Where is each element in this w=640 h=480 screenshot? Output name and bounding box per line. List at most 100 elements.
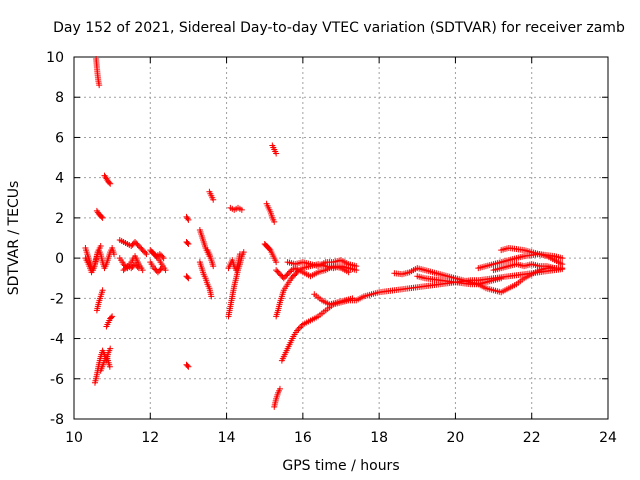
data-point [274,268,281,275]
data-point [238,206,245,213]
x-tick-labels: 10 12 14 16 18 20 22 24 [65,430,617,446]
data-point [282,273,289,280]
data-point [99,214,106,221]
x-tick-label: 20 [447,430,465,446]
data-point [139,267,146,274]
data-point [134,241,141,248]
x-tick-label: 14 [218,430,236,446]
grid [74,57,608,419]
data-point [138,245,145,252]
y-tick-label: 6 [55,130,64,146]
data-point [551,265,558,272]
data-point [210,196,217,203]
data-point [143,251,150,258]
data-point [240,249,247,256]
data-point [289,273,296,280]
data-point [345,269,352,276]
data-point [185,363,192,370]
y-tick-label: -6 [50,372,64,388]
data-point [185,216,192,223]
data-point [151,265,158,272]
data-point [292,271,299,278]
data-point [98,213,105,220]
data-points [82,56,566,410]
x-tick-label: 16 [294,430,312,446]
data-point [132,261,139,268]
data-point [107,345,114,352]
data-point [111,251,118,258]
data-point [184,215,191,222]
data-point [137,244,144,251]
data-point [99,287,106,294]
data-point [559,261,566,268]
data-point [128,243,135,250]
data-point [120,267,127,274]
y-tick-label: -2 [50,291,64,307]
data-point [135,243,142,250]
data-point [290,272,297,279]
y-tick-label: -8 [50,412,64,428]
y-axis-label: SDTVAR / TECUs [6,181,22,296]
data-point [139,247,146,254]
data-point [498,275,505,282]
data-point [236,251,243,258]
data-point [296,324,303,331]
data-point [106,363,113,370]
data-point [276,271,283,278]
data-point [149,249,156,256]
chart-title: Day 152 of 2021, Sidereal Day-to-day VTE… [53,20,625,36]
data-point [96,82,103,89]
data-point [159,253,166,260]
data-point [133,240,140,247]
plot-border [73,56,609,420]
x-tick-label: 10 [65,430,83,446]
data-point [273,259,280,266]
data-point [559,255,566,262]
x-tick-label: 12 [141,430,159,446]
data-point [293,269,300,276]
data-point [162,267,169,274]
data-point [184,362,191,369]
data-point [210,263,217,270]
data-point [287,268,294,275]
data-point [140,248,147,255]
x-axis-label: GPS time / hours [282,458,399,474]
data-point [109,313,116,320]
data-point [156,251,163,258]
data-point [129,241,136,248]
data-point [107,180,114,187]
data-point [283,272,290,279]
data-point [271,218,278,225]
y-tick-labels: -8 -6 -4 -2 0 2 4 6 8 10 [46,50,64,428]
data-point [121,265,128,272]
y-tick-label: 8 [55,90,64,106]
data-point [288,275,295,282]
data-point [154,269,161,276]
data-point [208,293,215,300]
data-point [129,263,136,270]
data-point [150,250,157,257]
data-point [132,239,139,246]
data-point [158,252,165,259]
x-tick-label: 18 [370,430,388,446]
data-point [106,179,113,186]
data-point [184,240,191,247]
data-point [285,269,292,276]
data-point [142,249,149,256]
data-point [97,243,104,250]
data-point [160,255,167,262]
data-point [135,265,142,272]
data-point [266,246,273,253]
data-point [108,314,115,321]
data-point [273,267,280,274]
data-point [185,241,192,248]
data-point [353,263,360,270]
data-point [133,262,140,269]
y-tick-label: 10 [46,50,64,66]
x-tick-label: 22 [523,430,541,446]
data-point [349,295,356,302]
y-tick-label: 0 [55,251,64,267]
data-point [158,265,165,272]
data-point [278,272,285,279]
